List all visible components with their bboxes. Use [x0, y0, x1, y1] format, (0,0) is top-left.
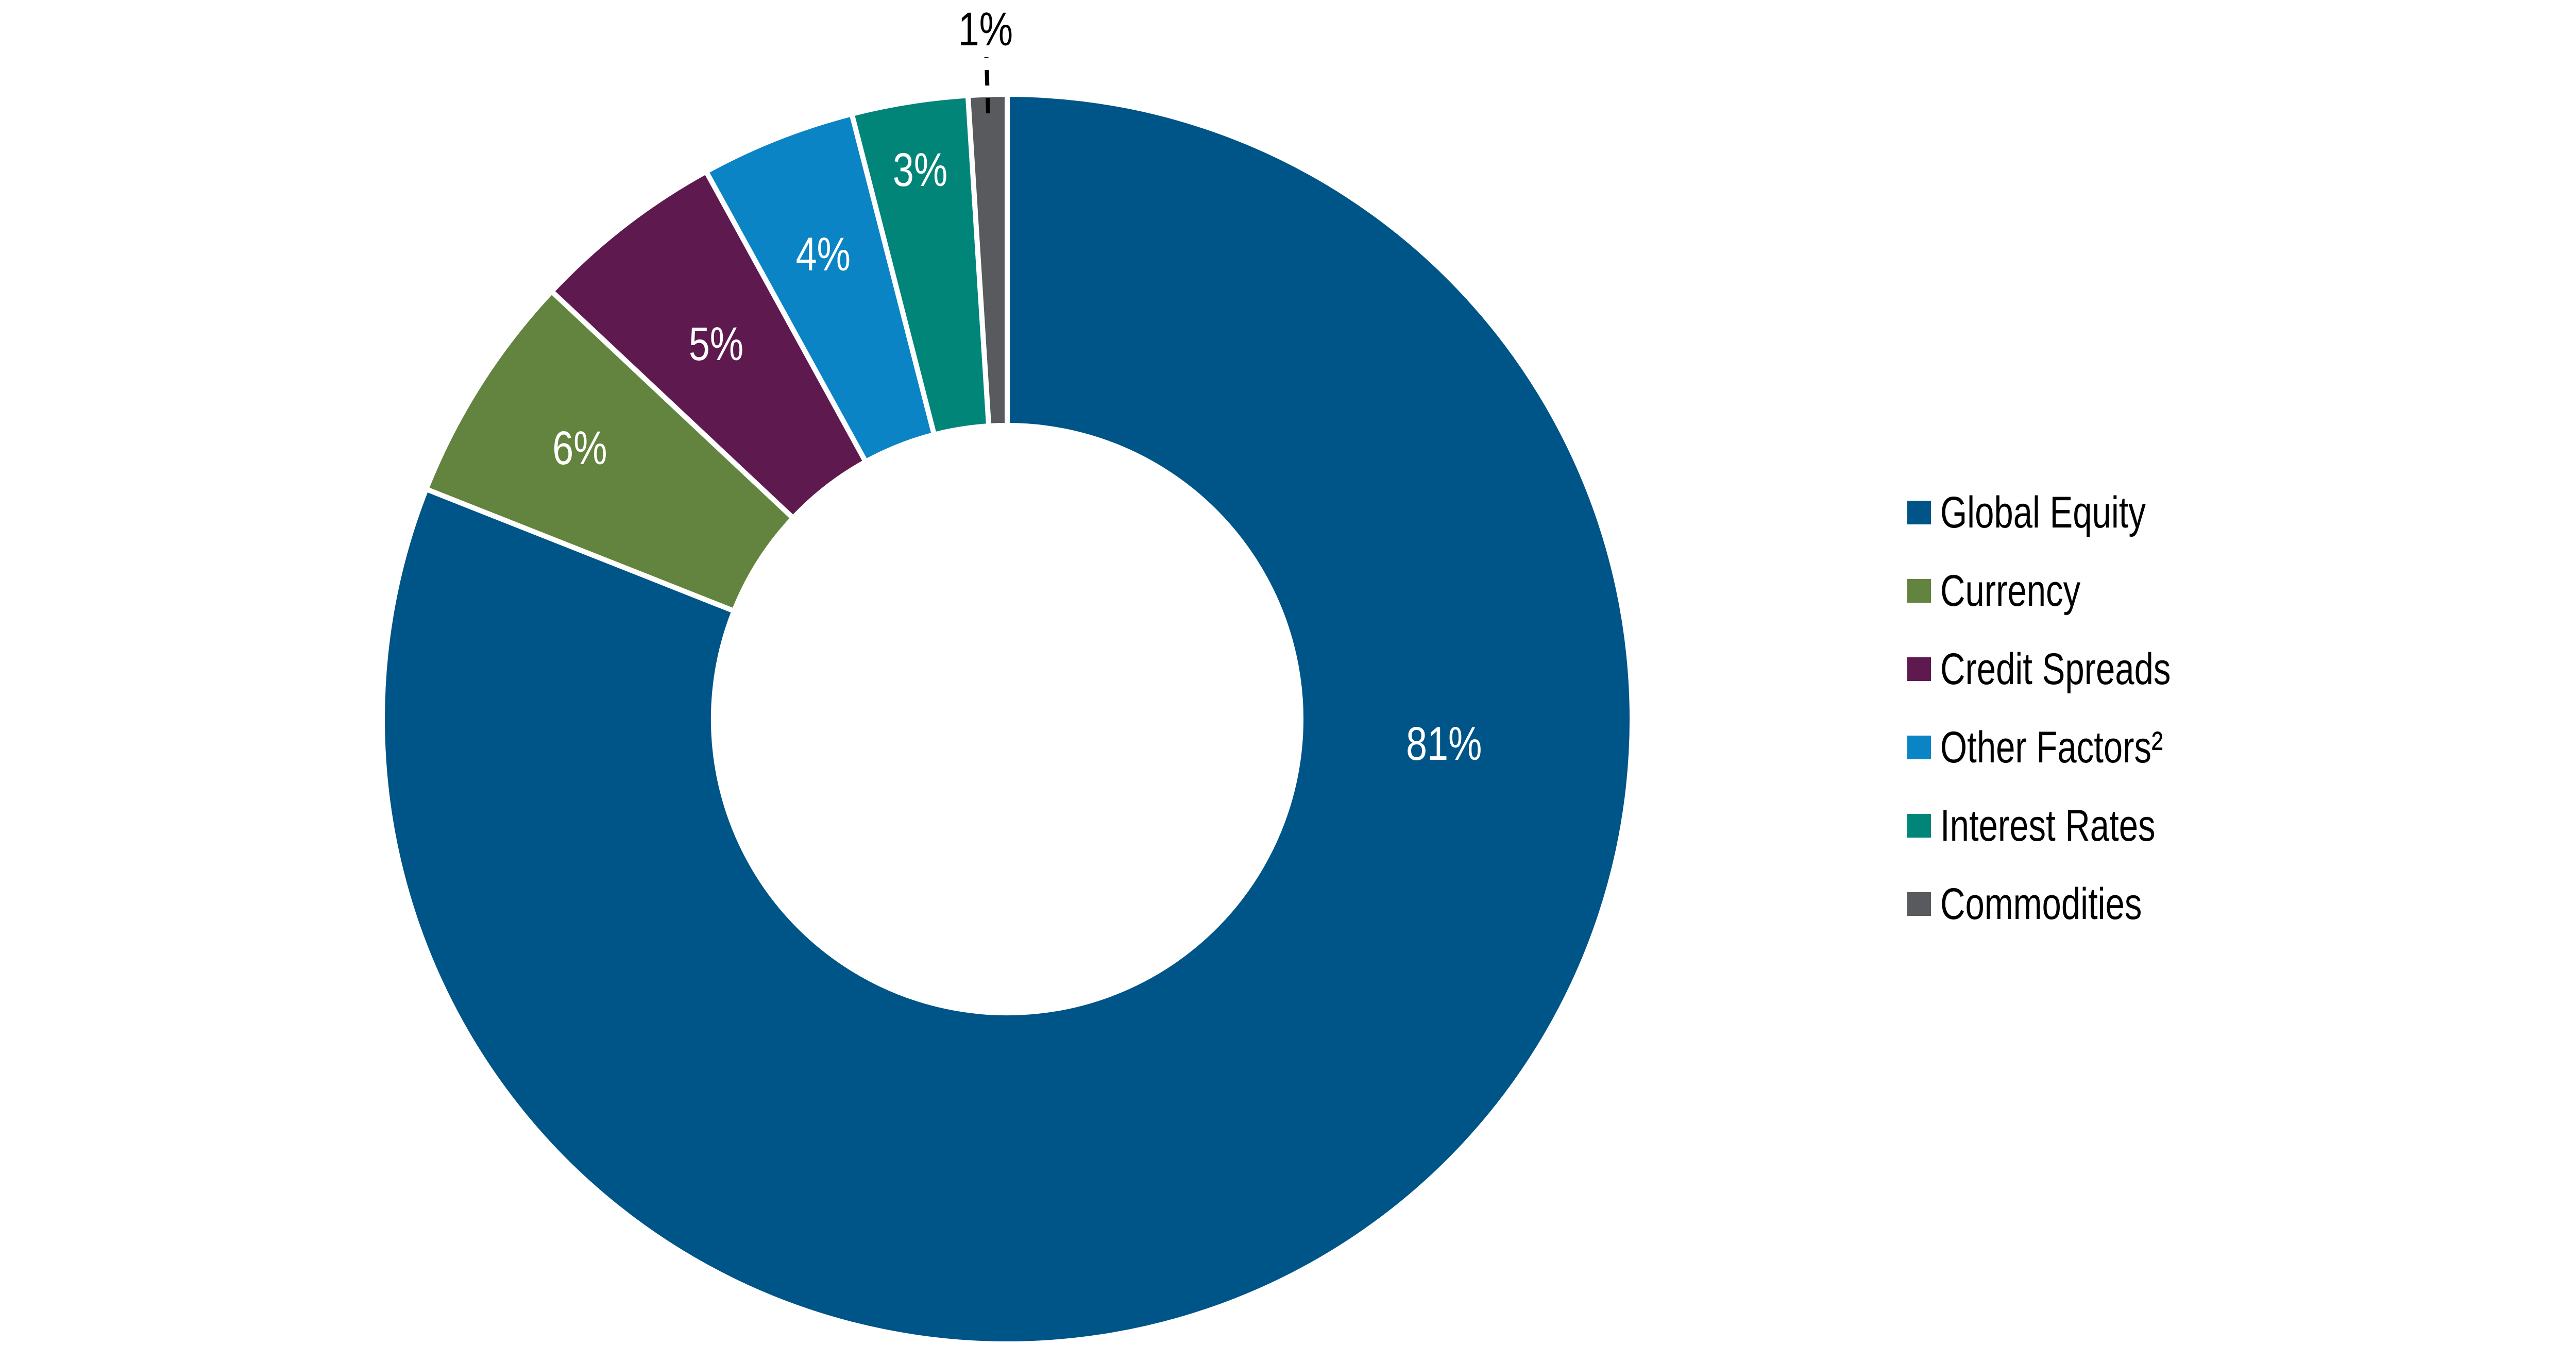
legend-item-other-factors: Other Factors² [1907, 708, 2236, 787]
slice-value-label-interest-rates: 3% [893, 143, 947, 196]
legend-label: Currency [1940, 566, 2081, 616]
pie-slice-global-equity [380, 92, 1635, 1347]
slice-value-label-other-factors: 4% [796, 228, 851, 281]
pie-slice-commodities [965, 92, 1010, 429]
legend-label: Credit Spreads [1940, 644, 2171, 694]
legend-swatch [1907, 657, 1931, 681]
legend-swatch [1907, 501, 1931, 524]
legend-item-global-equity: Global Equity [1907, 473, 2236, 552]
legend-label: Global Equity [1940, 488, 2146, 537]
slice-value-label-currency: 6% [552, 421, 607, 474]
pie-slice-credit-spreads [549, 169, 869, 521]
legend-item-currency: Currency [1907, 552, 2236, 630]
pie-slice-currency [423, 288, 796, 614]
legend-label: Interest Rates [1940, 801, 2156, 850]
legend-item-credit-spreads: Credit Spreads [1907, 630, 2236, 708]
legend-swatch [1907, 814, 1931, 838]
chart-legend: Global Equity Currency Credit Spreads Ot… [1907, 473, 2236, 943]
slice-value-label-credit-spreads: 5% [689, 317, 743, 370]
legend-label: Other Factors² [1940, 723, 2163, 772]
legend-item-commodities: Commodities [1907, 865, 2236, 943]
legend-label: Commodities [1940, 879, 2142, 929]
legend-swatch [1907, 579, 1931, 603]
legend-item-interest-rates: Interest Rates [1907, 787, 2236, 865]
leader-line-commodities [984, 57, 990, 114]
slice-value-label-commodities: 1% [958, 3, 1013, 56]
legend-swatch [1907, 736, 1931, 759]
legend-swatch [1907, 892, 1931, 916]
slice-value-label-global-equity: 81% [1406, 717, 1482, 770]
